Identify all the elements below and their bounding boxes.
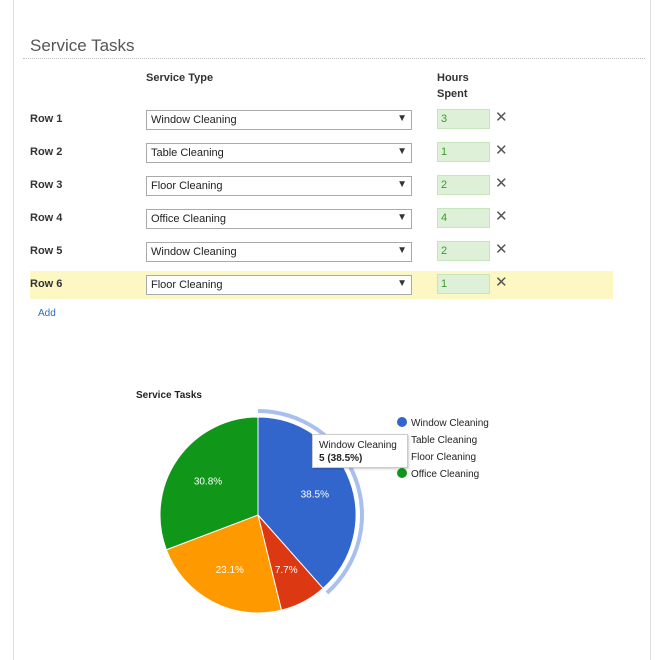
hours-value: 1 [441, 146, 448, 158]
tooltip-value: 5 (38.5%) [319, 453, 363, 464]
table-row: Row 4 Office Cleaning ▼ 4 ✕ [30, 205, 613, 233]
legend-marker [397, 417, 407, 427]
add-row-link[interactable]: Add [38, 308, 56, 319]
service-type-value: Window Cleaning [151, 114, 237, 126]
legend-label[interactable]: Floor Cleaning [411, 452, 476, 463]
hours-input[interactable]: 3 [437, 109, 490, 129]
service-tasks-panel [13, 0, 651, 660]
slice-label: 30.8% [194, 476, 222, 487]
slice-label: 23.1% [216, 565, 244, 576]
service-type-value: Window Cleaning [151, 246, 237, 258]
remove-row-icon[interactable]: ✕ [495, 109, 508, 126]
remove-row-icon[interactable]: ✕ [495, 175, 508, 192]
service-type-select[interactable]: Table Cleaning ▼ [146, 143, 412, 163]
hours-input[interactable]: 1 [437, 142, 490, 162]
hours-value: 1 [441, 278, 448, 290]
service-type-value: Office Cleaning [151, 213, 227, 225]
remove-row-icon[interactable]: ✕ [495, 142, 508, 159]
header-hours: Hours Spent [437, 70, 469, 102]
service-type-value: Floor Cleaning [151, 180, 223, 192]
dropdown-arrow-icon: ▼ [397, 179, 407, 190]
panel-title: Service Tasks [30, 36, 135, 55]
row-label: Row 4 [30, 212, 63, 224]
hours-input[interactable]: 4 [437, 208, 490, 228]
service-type-select[interactable]: Floor Cleaning ▼ [146, 275, 412, 295]
dropdown-arrow-icon: ▼ [397, 212, 407, 223]
dropdown-arrow-icon: ▼ [397, 245, 407, 256]
service-type-value: Floor Cleaning [151, 279, 223, 291]
table-row: Row 6 Floor Cleaning ▼ 1 ✕ [30, 271, 613, 299]
row-label: Row 5 [30, 245, 63, 257]
service-type-value: Table Cleaning [151, 147, 224, 159]
legend-label[interactable]: Office Cleaning [411, 469, 479, 480]
hours-value: 2 [441, 245, 448, 257]
dropdown-arrow-icon: ▼ [397, 113, 407, 124]
remove-row-icon[interactable]: ✕ [495, 241, 508, 258]
service-type-select[interactable]: Office Cleaning ▼ [146, 209, 412, 229]
chart-title: Service Tasks [136, 390, 202, 401]
title-divider [23, 58, 645, 59]
pie-slice-floor-cleaning[interactable] [165, 514, 283, 614]
chart-tooltip: Window Cleaning 5 (38.5%) [312, 434, 408, 468]
remove-row-icon[interactable]: ✕ [495, 208, 508, 225]
hours-input[interactable]: 1 [437, 274, 490, 294]
slice-label: 7.7% [275, 565, 298, 576]
row-label: Row 6 [30, 278, 63, 290]
legend-label[interactable]: Window Cleaning [411, 418, 489, 429]
table-row: Row 5 Window Cleaning ▼ 2 ✕ [30, 238, 613, 266]
dropdown-arrow-icon: ▼ [397, 278, 407, 289]
header-hours-line1: Hours [437, 72, 469, 84]
table-row: Row 3 Floor Cleaning ▼ 2 ✕ [30, 172, 613, 200]
hours-value: 2 [441, 179, 448, 191]
hours-input[interactable]: 2 [437, 241, 490, 261]
tooltip-label: Window Cleaning [319, 440, 397, 451]
row-label: Row 1 [30, 113, 63, 125]
row-label: Row 2 [30, 146, 63, 158]
header-service-type: Service Type [146, 72, 214, 84]
table-row: Row 1 Window Cleaning ▼ 3 ✕ [30, 106, 613, 134]
table-row: Row 2 Table Cleaning ▼ 1 ✕ [30, 139, 613, 167]
header-hours-line2: Spent [437, 88, 468, 100]
slice-label: 38.5% [301, 489, 329, 500]
service-type-select[interactable]: Window Cleaning ▼ [146, 242, 412, 262]
row-label: Row 3 [30, 179, 63, 191]
hours-input[interactable]: 2 [437, 175, 490, 195]
service-type-select[interactable]: Floor Cleaning ▼ [146, 176, 412, 196]
legend-marker [397, 468, 407, 478]
dropdown-arrow-icon: ▼ [397, 146, 407, 157]
hours-value: 3 [441, 113, 448, 125]
hours-value: 4 [441, 212, 448, 224]
legend-label[interactable]: Table Cleaning [411, 435, 477, 446]
pie-slice-office-cleaning[interactable] [159, 416, 259, 551]
service-type-select[interactable]: Window Cleaning ▼ [146, 110, 412, 130]
remove-row-icon[interactable]: ✕ [495, 274, 508, 291]
